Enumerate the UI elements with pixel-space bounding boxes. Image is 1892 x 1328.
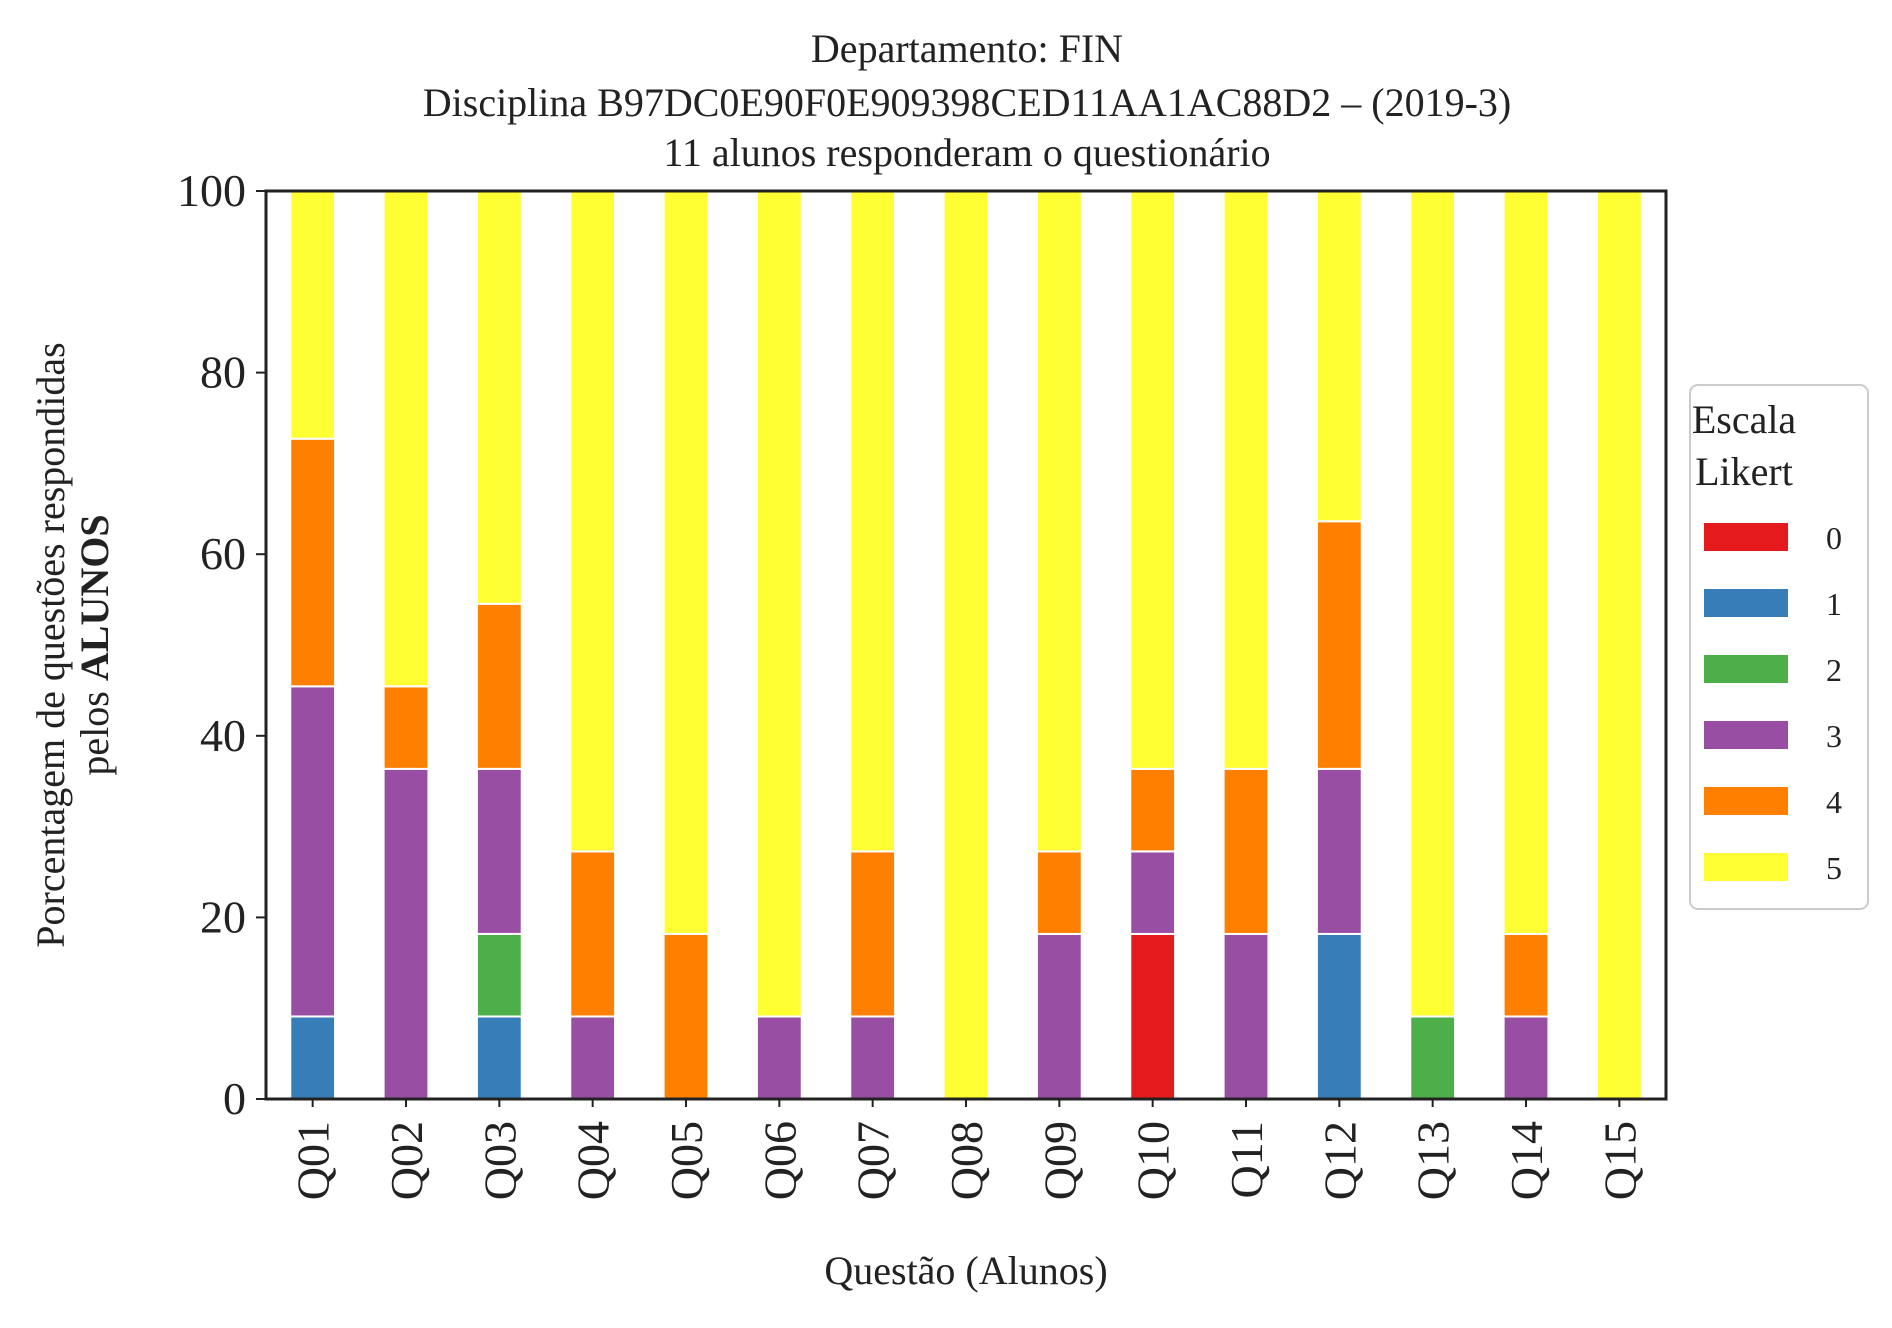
x-tick-label-q08: Q08 <box>941 1121 992 1200</box>
y-axis-label-line-2: pelos ALUNOS <box>72 514 117 775</box>
legend: Escala Likert 0 1 2 3 4 5 <box>1689 384 1869 910</box>
legend-items: 0 1 2 3 4 5 <box>1704 520 1842 886</box>
bar-q09-likert-5 <box>1035 190 1083 853</box>
x-axis-ticks: Q01 Q02 Q03 Q04 Q05 Q06 Q07 Q08 Q09 Q10 Q11 Q12 Q13 Q… <box>288 1099 1645 1200</box>
bar-q11-likert-3 <box>1222 932 1270 1100</box>
x-tick-label-q10: Q10 <box>1128 1121 1179 1200</box>
x-tick-label-q06: Q06 <box>754 1121 805 1200</box>
bar-q12-likert-1 <box>1315 932 1363 1100</box>
bar-q08-likert-5 <box>942 190 990 1100</box>
bar-q14-likert-5 <box>1502 190 1550 935</box>
legend-swatch-1 <box>1704 589 1788 617</box>
bar-q07-likert-4 <box>849 850 897 1018</box>
bar-q12-likert-4 <box>1315 520 1363 770</box>
x-tick-label-q12: Q12 <box>1314 1121 1365 1200</box>
y-axis-label-prefix: pelos <box>72 681 117 775</box>
title-line-1: Departamento: FIN <box>811 26 1123 71</box>
legend-swatch-4 <box>1704 787 1788 815</box>
y-axis-label-line-1: Porcentagem de questões respondidas <box>28 342 73 947</box>
y-tick-label-80: 80 <box>200 347 246 398</box>
x-tick-label-q15: Q15 <box>1594 1121 1645 1200</box>
legend-title-line-1: Escala <box>1692 397 1797 442</box>
bar-q01-likert-5 <box>289 190 337 440</box>
bar-q09-likert-4 <box>1035 850 1083 935</box>
title-line-3: 11 alunos responderam o questionário <box>663 130 1270 175</box>
bar-q15-likert-5 <box>1595 190 1643 1100</box>
bar-q01-likert-3 <box>289 685 337 1018</box>
x-tick-label-q01: Q01 <box>288 1121 339 1200</box>
y-tick-label-20: 20 <box>200 891 246 942</box>
y-tick-label-60: 60 <box>200 528 246 579</box>
bar-q05-likert-4 <box>662 932 710 1100</box>
legend-swatch-5 <box>1704 853 1788 881</box>
legend-label-4: 4 <box>1826 784 1842 820</box>
bar-q10-likert-0 <box>1129 932 1177 1100</box>
bar-q04-likert-5 <box>569 190 617 853</box>
bar-q11-likert-4 <box>1222 767 1270 935</box>
y-axis-label: Porcentagem de questões respondidas pelo… <box>28 342 117 947</box>
title-line-2: Disciplina B97DC0E90F0E909398CED11AA1AC8… <box>423 80 1511 125</box>
bar-q03-likert-1 <box>475 1015 523 1101</box>
bar-q12-likert-5 <box>1315 190 1363 523</box>
legend-swatch-3 <box>1704 721 1788 749</box>
bar-q06-likert-5 <box>755 190 803 1018</box>
legend-label-2: 2 <box>1826 652 1842 688</box>
x-tick-label-q09: Q09 <box>1034 1121 1085 1200</box>
x-tick-label-q14: Q14 <box>1501 1121 1552 1200</box>
bar-q10-likert-5 <box>1129 190 1177 770</box>
plot-frame <box>264 189 1668 1101</box>
x-tick-label-q11: Q11 <box>1221 1121 1272 1199</box>
x-tick-label-q05: Q05 <box>661 1121 712 1200</box>
bar-q02-likert-5 <box>382 190 430 688</box>
y-axis-label-bold: ALUNOS <box>72 514 117 681</box>
bar-q13-likert-5 <box>1409 190 1457 1018</box>
bar-q03-likert-3 <box>475 767 523 935</box>
legend-label-0: 0 <box>1826 520 1842 556</box>
bar-q02-likert-3 <box>382 767 430 1100</box>
x-axis-label: Questão (Alunos) <box>824 1248 1107 1293</box>
bar-q10-likert-4 <box>1129 767 1177 853</box>
bar-q03-likert-4 <box>475 602 523 770</box>
bar-q03-likert-5 <box>475 190 523 605</box>
y-axis-ticks: 0 20 40 60 80 100 <box>177 165 266 1124</box>
legend-frame <box>1689 384 1869 910</box>
bar-q05-likert-5 <box>662 190 710 935</box>
bar-q07-likert-3 <box>849 1015 897 1101</box>
legend-label-5: 5 <box>1826 850 1842 886</box>
x-tick-label-q04: Q04 <box>568 1121 619 1200</box>
y-tick-label-0: 0 <box>223 1073 246 1124</box>
x-tick-label-q03: Q03 <box>474 1121 525 1200</box>
x-tick-label-q13: Q13 <box>1408 1121 1459 1200</box>
y-tick-label-100: 100 <box>177 165 246 216</box>
bar-q04-likert-3 <box>569 1015 617 1101</box>
chart-title: Departamento: FIN Disciplina B97DC0E90F0… <box>423 26 1511 175</box>
bar-q10-likert-3 <box>1129 850 1177 935</box>
legend-label-1: 1 <box>1826 586 1842 622</box>
bar-q02-likert-4 <box>382 685 430 770</box>
bar-q01-likert-1 <box>289 1015 337 1101</box>
legend-swatch-2 <box>1704 655 1788 683</box>
bars-layer <box>289 190 1643 1101</box>
bar-q11-likert-5 <box>1222 190 1270 770</box>
legend-label-3: 3 <box>1826 718 1842 754</box>
bar-q14-likert-3 <box>1502 1015 1550 1101</box>
legend-swatch-0 <box>1704 523 1788 551</box>
bar-q14-likert-4 <box>1502 932 1550 1018</box>
bar-q12-likert-3 <box>1315 767 1363 935</box>
bar-q03-likert-2 <box>475 932 523 1018</box>
bar-q04-likert-4 <box>569 850 617 1018</box>
legend-title-line-2: Likert <box>1695 449 1793 494</box>
x-tick-label-q02: Q02 <box>381 1121 432 1200</box>
bar-q09-likert-3 <box>1035 932 1083 1100</box>
bar-q13-likert-2 <box>1409 1015 1457 1101</box>
x-tick-label-q07: Q07 <box>848 1121 899 1200</box>
bar-q07-likert-5 <box>849 190 897 853</box>
bar-q06-likert-3 <box>755 1015 803 1101</box>
bar-q01-likert-4 <box>289 437 337 688</box>
y-tick-label-40: 40 <box>200 710 246 761</box>
